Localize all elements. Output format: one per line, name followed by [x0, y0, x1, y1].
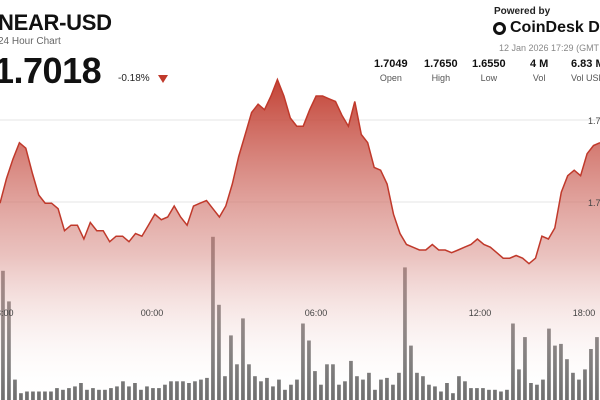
y-tick-label: 1.7 — [588, 198, 600, 208]
price-area — [0, 79, 600, 400]
coindesk-logo-icon — [493, 21, 506, 35]
stat-open: 1.7049 Open — [374, 58, 408, 83]
stat-high-label: High — [431, 73, 451, 83]
stat-open-label: Open — [379, 73, 402, 83]
current-price: 1.7018 — [0, 50, 102, 91]
interval-label: 24 Hour Chart — [0, 36, 61, 47]
price-line — [0, 77, 600, 265]
stat-vol-usd-label: Vol USD — [571, 73, 600, 83]
x-tick-label: 06:00 — [305, 308, 328, 318]
x-tick-label: 00:00 — [141, 308, 164, 318]
down-arrow-icon — [158, 75, 168, 83]
stat-high-value: 1.7650 — [424, 58, 458, 70]
stat-low: 1.6550 Low — [472, 58, 506, 83]
stat-vol-usd-value: 6.83 M — [571, 58, 600, 70]
timestamp: 12 Jan 2026 17:29 (GMT — [499, 43, 600, 53]
stat-vol-usd: 6.83 M Vol USD — [571, 58, 600, 83]
stat-low-value: 1.6550 — [472, 58, 506, 70]
pair-title: NEAR-USD — [0, 10, 112, 35]
x-tick-label: 18:00 — [573, 308, 596, 318]
x-tick-label: 18:00 — [0, 308, 14, 318]
brand-logo: CoinDesk Data — [493, 19, 600, 37]
stat-low-label: Low — [480, 73, 498, 83]
stat-vol-label: Vol — [532, 73, 546, 83]
powered-by-label: Powered by — [494, 6, 551, 17]
x-tick-label: 12:00 — [469, 308, 492, 318]
stat-vol-value: 4 M — [530, 58, 549, 70]
axis-ticks: 00:00 06:00 12:00 18:00 18:00 1.7 1.7 — [0, 116, 600, 318]
stat-open-value: 1.7049 — [374, 58, 408, 70]
stat-high: 1.7650 High — [424, 58, 458, 83]
price-change: -0.18% — [118, 73, 150, 84]
y-tick-label: 1.7 — [588, 116, 600, 126]
stat-vol: 4 M Vol — [530, 58, 548, 83]
brand-name: CoinDesk Data — [510, 19, 600, 36]
